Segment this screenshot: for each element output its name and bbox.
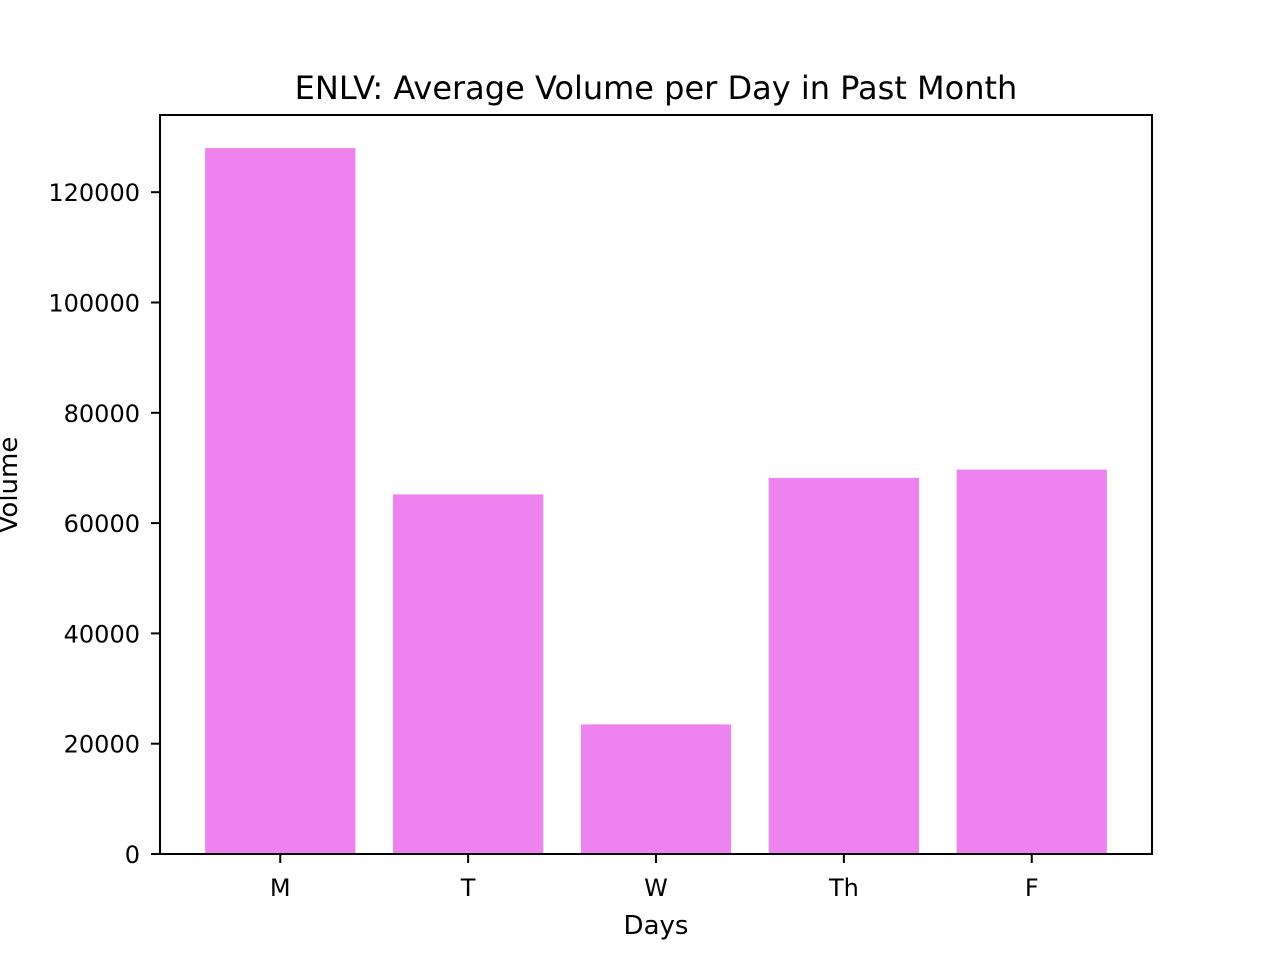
- y-axis-ticks: 0 20000 40000 60000 80000 100000 120000: [48, 179, 160, 869]
- bar-f: [956, 469, 1107, 854]
- plot-frame: [159, 114, 1153, 855]
- x-axis-ticks: M T W Th F: [270, 854, 1039, 902]
- bar-th: [768, 477, 920, 854]
- x-tick-label: F: [1025, 874, 1039, 902]
- x-tick-label: W: [644, 874, 668, 902]
- y-tick-label: 80000: [64, 400, 140, 428]
- bar-w: [580, 724, 732, 854]
- x-axis-label: Days: [624, 911, 689, 941]
- x-tick-label: M: [270, 874, 291, 902]
- y-tick-label: 40000: [64, 620, 140, 648]
- chart-title: ENLV: Average Volume per Day in Past Mon…: [295, 69, 1018, 107]
- x-tick-label: Th: [828, 874, 859, 902]
- bar-m: [205, 148, 356, 855]
- y-tick-label: 0: [125, 841, 140, 869]
- y-axis-label: Volume: [0, 437, 24, 534]
- bar-group: [205, 148, 1107, 855]
- bar-t: [392, 494, 544, 854]
- y-tick-label: 120000: [48, 179, 140, 207]
- y-tick-label: 20000: [64, 731, 140, 759]
- y-tick-label: 60000: [64, 510, 140, 538]
- y-tick-label: 100000: [48, 290, 140, 318]
- x-tick-label: T: [460, 874, 476, 902]
